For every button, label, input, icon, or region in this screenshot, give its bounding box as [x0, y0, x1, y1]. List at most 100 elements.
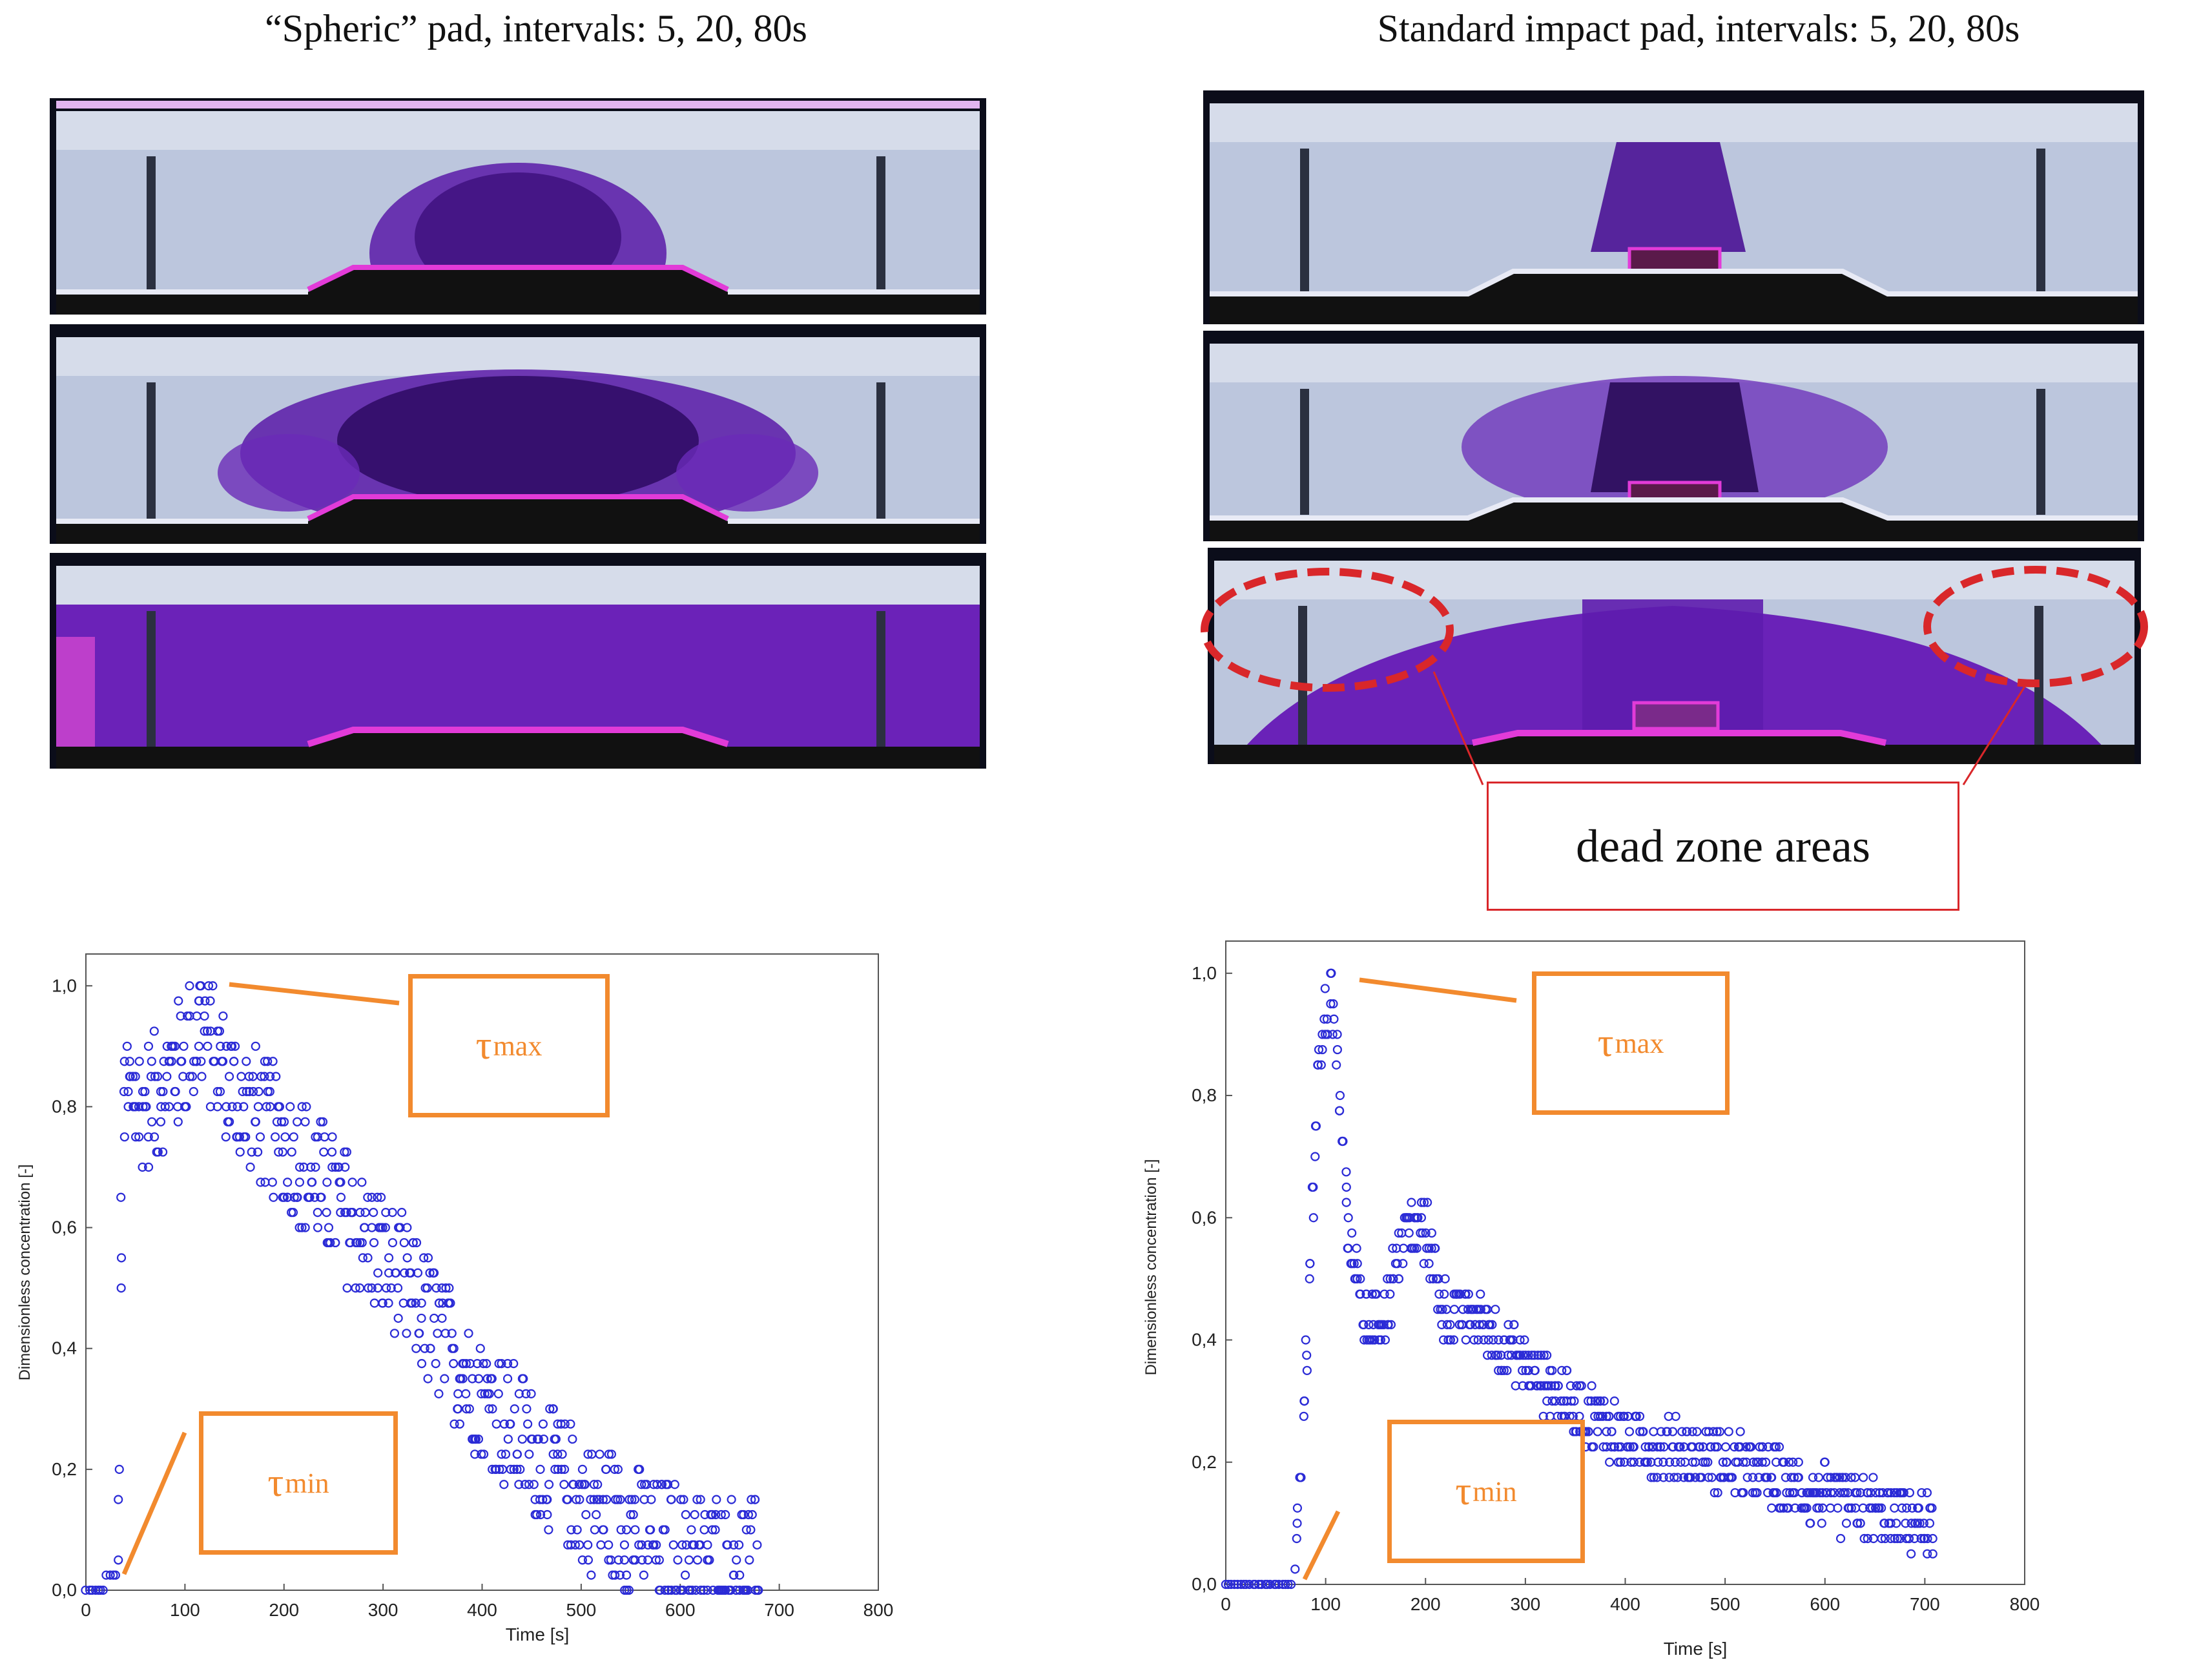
- data-point: [1526, 1381, 1536, 1391]
- data-point: [1504, 1320, 1513, 1329]
- data-point: [1841, 1473, 1850, 1482]
- data-point: [621, 1570, 632, 1580]
- data-point: [322, 1177, 332, 1187]
- data-point: [238, 1086, 247, 1097]
- data-point: [1652, 1473, 1662, 1482]
- x-tick-label: 800: [2010, 1594, 2040, 1614]
- data-point: [1320, 984, 1330, 993]
- spheric-photo-5s: [50, 98, 986, 315]
- data-point: [423, 1374, 433, 1384]
- data-point: [1855, 1519, 1865, 1528]
- y-tick-label: 0,0: [52, 1580, 77, 1600]
- data-point: [1922, 1488, 1932, 1498]
- data-point: [1511, 1351, 1521, 1360]
- y-tick-label: 0,6: [52, 1218, 77, 1238]
- data-point: [692, 1555, 703, 1565]
- data-point: [384, 1253, 394, 1263]
- data-point: [1385, 1274, 1395, 1284]
- data-point: [419, 1253, 429, 1263]
- data-point: [413, 1268, 423, 1278]
- data-point: [704, 1555, 714, 1565]
- data-point: [1551, 1381, 1560, 1391]
- data-point: [119, 1132, 129, 1142]
- data-point: [450, 1419, 459, 1429]
- peak-data-point: [1326, 968, 1336, 978]
- tau-max-subscript: max: [493, 1030, 542, 1062]
- data-point: [487, 1374, 497, 1384]
- data-point: [1356, 1289, 1365, 1299]
- data-point: [1925, 1519, 1935, 1528]
- data-point: [1624, 1427, 1635, 1436]
- data-point: [579, 1480, 589, 1489]
- data-point: [116, 1283, 126, 1293]
- y-tick-label: 1,0: [1192, 963, 1217, 983]
- data-point: [684, 1555, 694, 1565]
- data-point: [423, 1253, 433, 1263]
- data-point: [1814, 1473, 1824, 1482]
- data-point: [1694, 1442, 1704, 1452]
- data-point: [395, 1223, 405, 1232]
- data-point: [499, 1480, 509, 1489]
- data-point: [1427, 1243, 1436, 1253]
- data-point: [1476, 1289, 1485, 1299]
- data-point: [1772, 1488, 1781, 1498]
- data-point: [1761, 1457, 1771, 1467]
- data-point: [353, 1238, 362, 1248]
- data-point: [637, 1555, 647, 1565]
- data-point: [488, 1404, 497, 1414]
- data-point: [743, 1509, 753, 1520]
- data-point: [449, 1358, 459, 1369]
- data-point: [670, 1480, 679, 1489]
- data-point: [130, 1132, 141, 1142]
- data-point: [1542, 1351, 1552, 1360]
- data-point: [692, 1495, 702, 1504]
- data-point: [202, 1026, 212, 1036]
- data-point: [1781, 1473, 1791, 1482]
- data-point: [1566, 1381, 1576, 1391]
- data-point: [499, 1419, 509, 1429]
- data-point: [630, 1525, 640, 1535]
- data-point: [114, 1464, 124, 1474]
- data-point: [340, 1162, 350, 1172]
- data-point: [1318, 1044, 1327, 1055]
- data-point: [1724, 1427, 1733, 1436]
- data-point: [524, 1480, 534, 1489]
- data-point: [1307, 1182, 1318, 1192]
- data-point: [313, 1208, 322, 1218]
- data-point: [141, 1102, 151, 1112]
- data-point: [1274, 1579, 1284, 1590]
- data-point: [1383, 1274, 1392, 1284]
- data-point: [393, 1313, 403, 1323]
- data-point: [1341, 1167, 1351, 1177]
- data-point: [269, 1192, 278, 1202]
- x-tick-label: 500: [1710, 1594, 1741, 1614]
- data-point: [1338, 1136, 1347, 1146]
- data-point: [517, 1434, 527, 1444]
- data-point: [1739, 1488, 1748, 1498]
- data-point: [568, 1480, 578, 1489]
- data-point: [81, 1585, 90, 1595]
- data-point: [304, 1192, 314, 1202]
- data-point: [1445, 1335, 1455, 1345]
- data-point: [480, 1389, 490, 1398]
- data-point: [1901, 1519, 1910, 1528]
- data-point: [1688, 1457, 1697, 1467]
- data-point: [331, 1162, 340, 1172]
- data-point: [1662, 1427, 1671, 1436]
- tau-max-subscript: max: [1615, 1027, 1664, 1059]
- data-point: [619, 1540, 630, 1550]
- data-point: [494, 1358, 504, 1369]
- data-point: [162, 1072, 172, 1081]
- x-tick-label: 700: [1910, 1594, 1940, 1614]
- data-point: [1730, 1442, 1739, 1452]
- data-point: [1741, 1442, 1751, 1452]
- data-point: [1892, 1488, 1902, 1498]
- data-point: [152, 1147, 161, 1157]
- data-point: [205, 996, 215, 1006]
- data-point: [134, 1132, 144, 1142]
- data-point: [1326, 999, 1336, 1009]
- data-point: [119, 1086, 129, 1097]
- x-tick-label: 800: [863, 1600, 894, 1620]
- data-point: [176, 1057, 186, 1066]
